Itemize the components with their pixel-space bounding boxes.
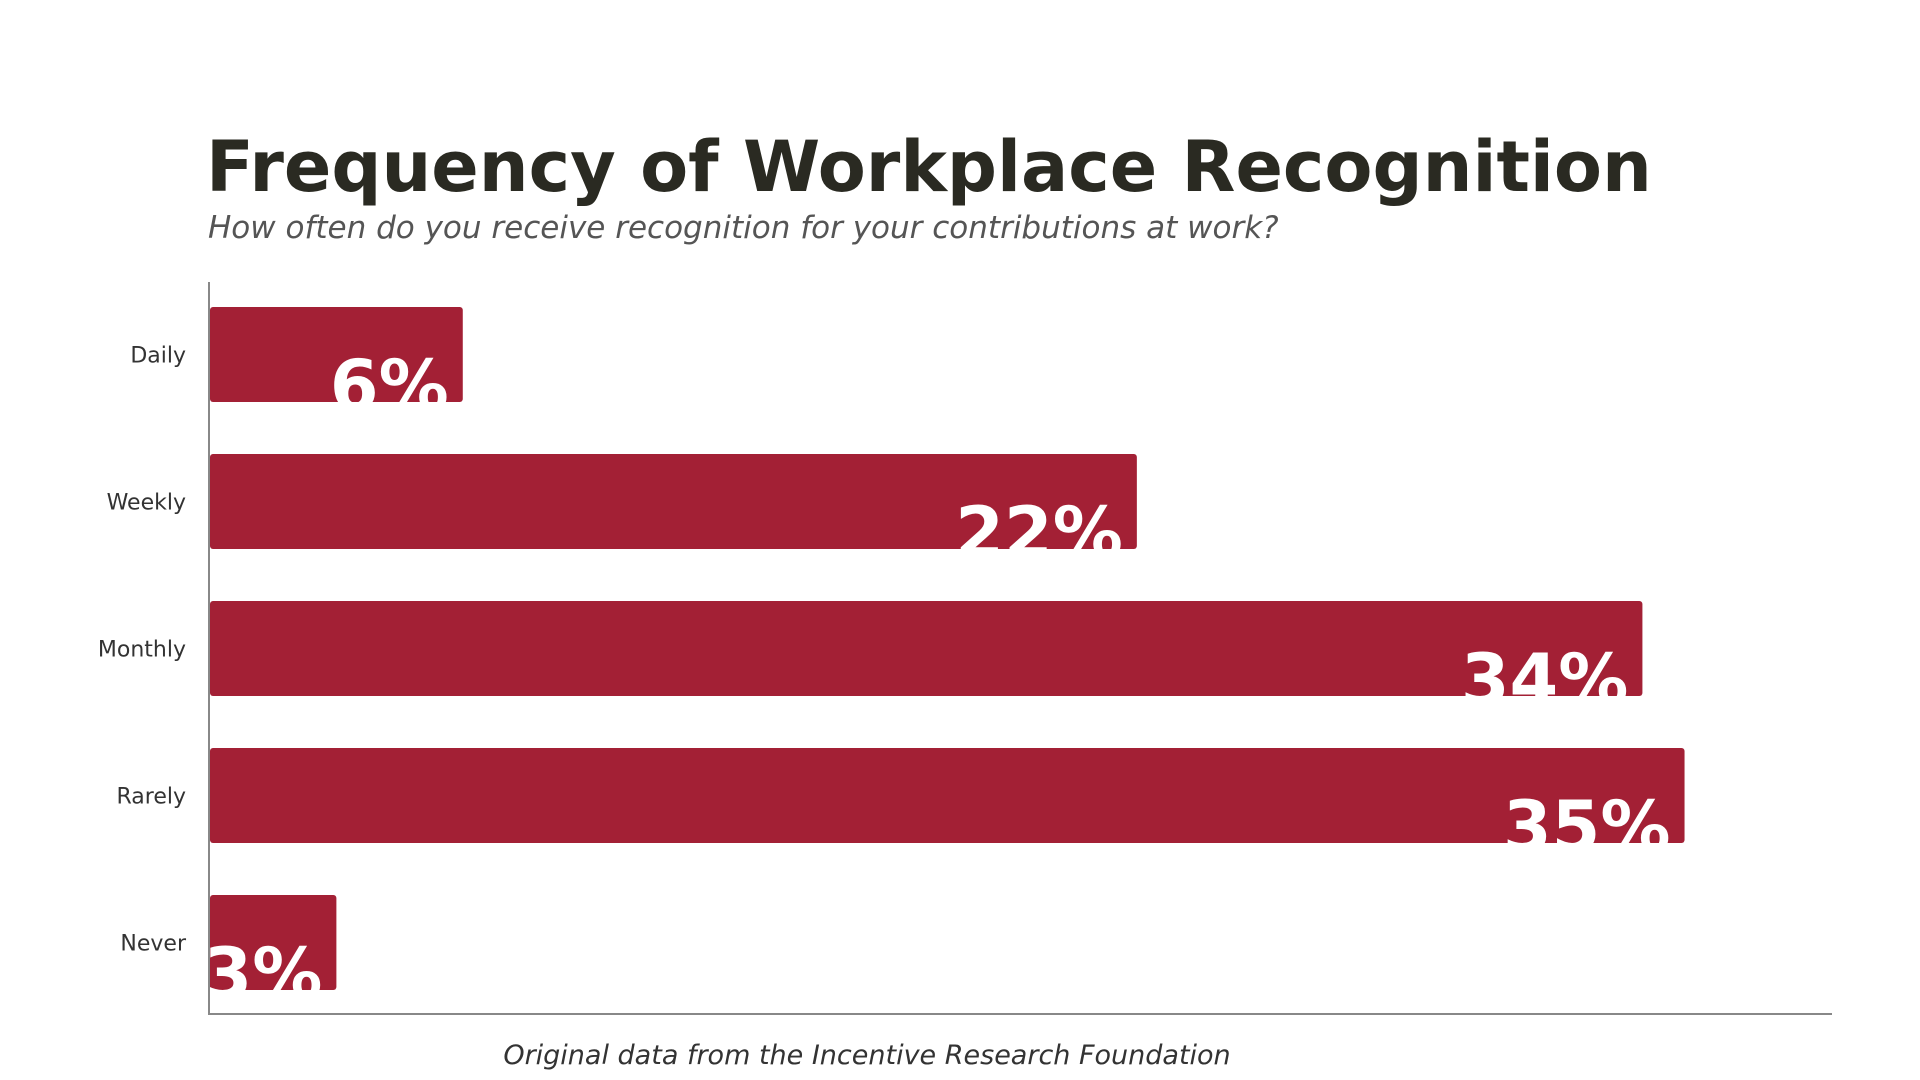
bar-daily	[210, 307, 463, 402]
data-label: 22%	[955, 492, 1123, 574]
data-label: 34%	[1461, 639, 1629, 721]
data-label: 6%	[330, 345, 449, 427]
category-label: Weekly	[107, 491, 186, 516]
chart-subtitle: How often do you receive recognition for…	[208, 210, 1279, 246]
bar-monthly	[210, 601, 1643, 696]
category-label: Daily	[130, 344, 186, 369]
bar-rarely	[210, 748, 1685, 843]
category-label: Monthly	[98, 638, 186, 663]
bar-never	[210, 895, 337, 990]
category-label: Rarely	[116, 785, 186, 810]
source-note: Original data from the Incentive Researc…	[503, 1040, 1231, 1071]
bar-weekly	[210, 454, 1137, 549]
data-label: 35%	[1503, 786, 1671, 868]
category-label: Never	[120, 932, 187, 957]
data-label: 3%	[204, 933, 323, 1015]
chart-title: Frequency of Workplace Recognition	[206, 126, 1652, 208]
